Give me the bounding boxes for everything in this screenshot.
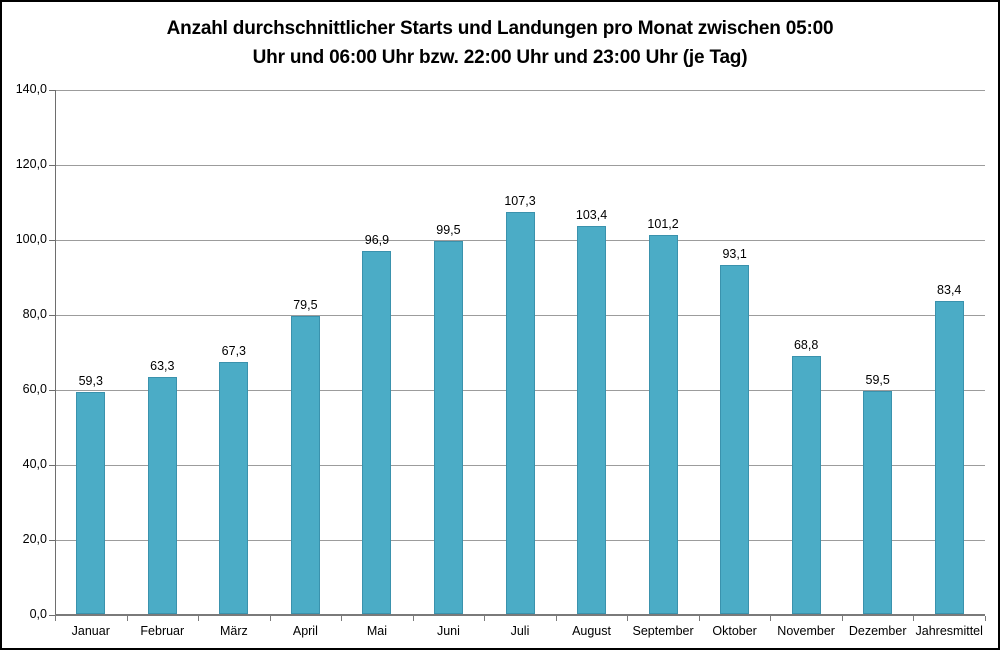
x-axis-category-label: Februar bbox=[140, 624, 185, 638]
x-axis-category-label: März bbox=[219, 624, 248, 638]
x-axis-category-label: November bbox=[777, 624, 835, 638]
gridline bbox=[55, 90, 985, 91]
bar-mai bbox=[362, 250, 392, 614]
x-axis-tick bbox=[55, 616, 56, 621]
bar-value-label: 63,3 bbox=[150, 358, 175, 373]
y-axis-tick-label: 0,0 bbox=[29, 607, 47, 621]
x-axis-line bbox=[55, 614, 985, 616]
x-axis-category-label: Mai bbox=[366, 624, 387, 638]
y-axis-tick-label: 40,0 bbox=[22, 457, 47, 471]
bar-april bbox=[290, 315, 320, 614]
bar-value-label: 59,5 bbox=[865, 372, 890, 387]
x-axis-tick bbox=[698, 616, 700, 621]
x-axis-category-label: Juli bbox=[510, 624, 530, 638]
x-axis-category-label: Dezember bbox=[848, 624, 907, 638]
x-axis-tick bbox=[555, 616, 557, 621]
x-axis-tick bbox=[841, 616, 843, 621]
x-axis-tick bbox=[985, 616, 986, 621]
bar-august bbox=[577, 226, 607, 614]
y-axis-tick bbox=[49, 615, 55, 616]
y-axis-tick-label: 140,0 bbox=[15, 82, 47, 96]
y-axis-tick bbox=[49, 165, 55, 166]
bar-value-label: 67,3 bbox=[221, 343, 247, 358]
x-axis-category-label: April bbox=[292, 624, 318, 638]
bar-märz bbox=[219, 361, 249, 614]
y-axis-tick-label: 120,0 bbox=[15, 157, 47, 171]
x-axis-tick bbox=[198, 616, 200, 621]
x-axis-tick bbox=[341, 616, 343, 621]
y-axis-tick bbox=[49, 240, 55, 241]
chart-title-line-1: Anzahl durchschnittlicher Starts und Lan… bbox=[166, 18, 834, 39]
y-axis-tick-label: 60,0 bbox=[22, 382, 47, 396]
x-axis-tick bbox=[484, 616, 486, 621]
y-axis-tick bbox=[49, 390, 55, 391]
plot-area: 59,3 63,3 67,3 79,5 96,9 99,5 107,3 103,4 101,2 9… bbox=[49, 90, 986, 621]
x-axis-category-label: Juni bbox=[436, 624, 460, 638]
x-axis-category-label: August bbox=[572, 624, 611, 638]
x-axis-tick bbox=[269, 616, 271, 621]
y-axis-tick-label: 80,0 bbox=[22, 307, 47, 321]
y-axis-tick bbox=[49, 315, 55, 316]
y-axis-tick-label: 100,0 bbox=[15, 232, 47, 246]
bar-januar bbox=[76, 391, 106, 614]
bar-value-label: 103,4 bbox=[575, 208, 608, 223]
x-axis-tick bbox=[627, 616, 629, 621]
x-axis-tick bbox=[126, 616, 128, 621]
bar-value-label: 96,9 bbox=[364, 232, 390, 247]
gridline bbox=[55, 165, 985, 166]
bar-dezember bbox=[863, 390, 893, 614]
chart-title-line-2: Uhr und 06:00 Uhr bzw. 22:00 Uhr und 23:… bbox=[252, 47, 748, 68]
bar-value-label: 83,4 bbox=[937, 283, 962, 298]
bar-september bbox=[648, 234, 678, 614]
y-axis-tick bbox=[49, 465, 55, 466]
bar-value-label: 99,5 bbox=[436, 222, 461, 237]
x-axis-tick bbox=[770, 616, 772, 621]
y-axis-tick-label: 20,0 bbox=[22, 532, 47, 546]
bar-februar bbox=[147, 376, 177, 614]
bar-juni bbox=[433, 240, 463, 614]
bar-value-label: 59,3 bbox=[78, 373, 103, 388]
bar-value-label: 93,1 bbox=[722, 246, 747, 261]
y-axis-tick bbox=[49, 90, 55, 91]
bar-jahresmittel bbox=[934, 301, 964, 614]
x-axis-category-label: September bbox=[632, 624, 694, 638]
bar-value-label: 107,3 bbox=[504, 193, 536, 208]
bar-value-label: 68,8 bbox=[793, 338, 819, 352]
x-axis-category-label: Jahresmittel bbox=[915, 624, 983, 638]
y-axis-tick bbox=[49, 540, 55, 541]
chart-title: Anzahl durchschnittlicher Starts und Lan… bbox=[2, 14, 998, 72]
x-axis-tick bbox=[913, 616, 915, 621]
x-axis-category-label: Januar bbox=[71, 624, 110, 638]
bar-november bbox=[791, 356, 821, 614]
x-axis-tick bbox=[412, 616, 414, 621]
bar-oktober bbox=[720, 264, 750, 614]
y-axis-line bbox=[55, 90, 56, 617]
bar-value-label: 101,2 bbox=[647, 216, 679, 231]
x-axis-category-label: Oktober bbox=[712, 624, 757, 638]
bar-juli bbox=[505, 211, 535, 614]
bar-value-label: 79,5 bbox=[293, 297, 318, 312]
